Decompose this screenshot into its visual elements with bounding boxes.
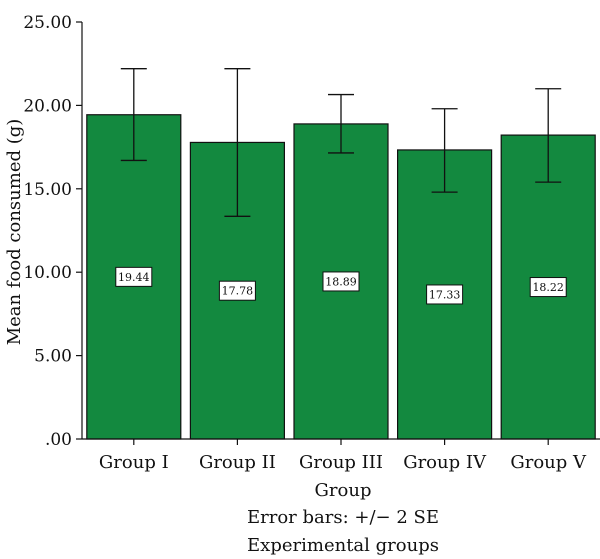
x-tick-label: Group III [299,452,383,473]
y-tick-label: 5.00 [34,347,72,367]
plot-area: 19.44 17.78 18.89 17.33 18.22 [81,22,600,440]
y-tick-label: 10.00 [23,263,72,283]
value-label-box [115,266,153,287]
y-tick-label: 15.00 [23,180,72,200]
x-tick-label: Group II [199,452,276,473]
y-tick-label: 25.00 [23,13,72,33]
value-label: 19.44 [118,271,150,284]
y-axis-label: Mean food consumed (g) [4,119,25,346]
chart-caption: Experimental groups [247,535,439,556]
y-tick-label: .00 [45,430,72,450]
x-tick-label: Group I [99,452,169,473]
y-axis-ticks: .00 5.00 10.00 15.00 20.00 25.00 [23,13,82,450]
error-bars-note: Error bars: +/− 2 SE [247,507,439,528]
x-tick-label: Group IV [403,452,487,473]
y-tick-label: 20.00 [23,96,72,116]
x-axis-label: Group [315,480,372,501]
value-label: 18.22 [532,281,564,294]
x-tick-label: Group V [510,452,587,473]
value-label: 17.33 [429,288,461,301]
value-label-box [218,280,256,301]
value-label: 18.89 [325,275,357,288]
value-label-box [322,271,360,292]
value-label: 17.78 [222,285,254,298]
value-label-box [529,277,567,298]
value-label-box [426,284,464,305]
x-axis-ticks: Group I Group II Group III Group IV Group V [99,439,587,473]
